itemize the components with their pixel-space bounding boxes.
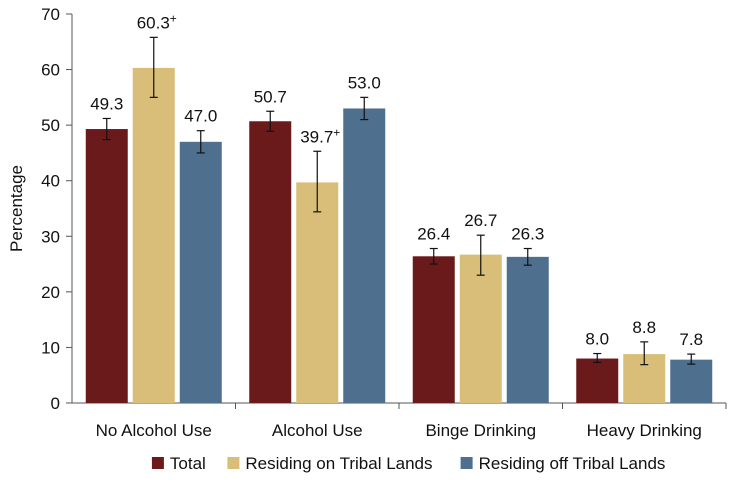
data-label: 8.0: [585, 330, 609, 349]
category-label: Binge Drinking: [425, 421, 536, 440]
y-tick-label: 60: [41, 61, 60, 80]
legend-swatch: [460, 457, 473, 469]
y-tick-label: 20: [41, 283, 60, 302]
y-tick-label: 40: [41, 172, 60, 191]
bar: [132, 67, 175, 403]
data-label: 8.8: [632, 318, 656, 337]
data-label: 53.0: [348, 73, 381, 92]
legend-swatch: [227, 457, 240, 469]
category-label: Heavy Drinking: [587, 421, 702, 440]
bar: [179, 141, 222, 404]
legend-label: Total: [170, 454, 206, 473]
data-label: 7.8: [679, 330, 703, 349]
data-label: 50.7: [254, 87, 287, 106]
y-tick-label: 0: [51, 394, 60, 413]
bar: [670, 359, 713, 403]
bar: [85, 129, 128, 404]
data-label: 60.3+: [137, 11, 177, 32]
bar: [506, 256, 549, 403]
category-label: No Alcohol Use: [96, 421, 212, 440]
bar: [343, 108, 386, 403]
bar: [412, 256, 455, 403]
y-axis-title: Percentage: [7, 165, 26, 252]
y-tick-label: 30: [41, 227, 60, 246]
y-tick-label: 70: [41, 5, 60, 24]
bar: [249, 121, 292, 403]
data-label: 26.4: [417, 225, 450, 244]
legend-label: Residing off Tribal Lands: [479, 454, 666, 473]
category-label: Alcohol Use: [272, 421, 363, 440]
data-label: 47.0: [184, 107, 217, 126]
data-label: 26.3: [511, 225, 544, 244]
data-label: 49.3: [90, 94, 123, 113]
bar: [459, 254, 502, 403]
bar: [296, 182, 339, 403]
legend-label: Residing on Tribal Lands: [245, 454, 432, 473]
y-tick-label: 50: [41, 116, 60, 135]
data-label: 26.7: [464, 211, 497, 230]
y-tick-label: 10: [41, 338, 60, 357]
legend-swatch: [151, 457, 164, 469]
bar: [576, 358, 619, 403]
data-label: 39.7+: [300, 125, 340, 146]
